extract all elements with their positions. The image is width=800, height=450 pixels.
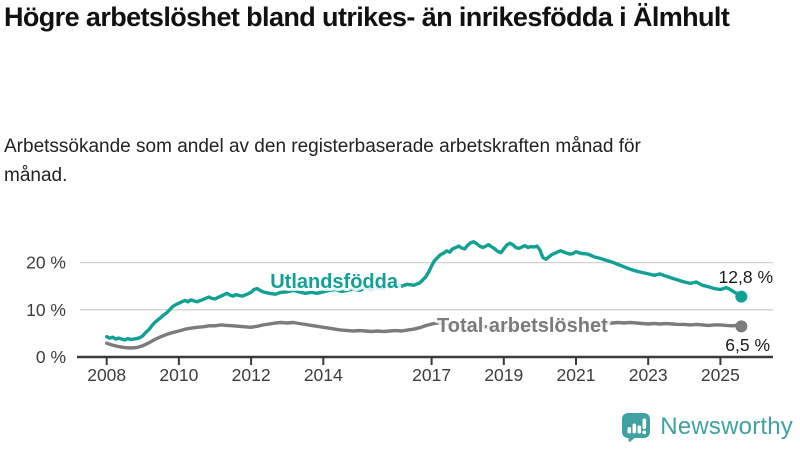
series-label-total: Total arbetslöshet [437, 315, 608, 337]
x-tick-label: 2008 [87, 365, 126, 385]
series-label-utlandsfodda: Utlandsfödda [270, 271, 399, 293]
x-tick-label: 2014 [304, 365, 343, 385]
page-title: Högre arbetslöshet bland utrikes- än inr… [4, 2, 730, 32]
page-subtitle: Arbetssökande som andel av den registerb… [4, 136, 641, 187]
series-end-dot-utlandsfodda [735, 290, 748, 303]
x-tick-label: 2025 [701, 365, 740, 385]
newsworthy-logo-icon [622, 413, 651, 442]
y-tick-label: 20 % [26, 253, 66, 273]
end-value-label-utlandsfodda: 12,8 % [719, 267, 773, 287]
series-line-utlandsfodda [104, 240, 743, 342]
x-tick-label: 2012 [232, 365, 271, 385]
brand-footer: Newsworthy [621, 412, 793, 442]
x-tick-label: 2021 [557, 365, 596, 385]
x-tick-label: 2019 [484, 365, 523, 385]
y-tick-label: 0 % [36, 347, 66, 367]
x-tick-label: 2017 [412, 365, 451, 385]
x-tick-label: 2010 [159, 365, 198, 385]
x-tick-label: 2023 [629, 365, 668, 385]
brand-name: Newsworthy [660, 413, 793, 440]
end-value-label-total: 6,5 % [725, 335, 770, 355]
series-line-total [104, 319, 743, 350]
y-tick-label: 10 % [26, 300, 66, 320]
series-end-dot-total [735, 320, 748, 333]
